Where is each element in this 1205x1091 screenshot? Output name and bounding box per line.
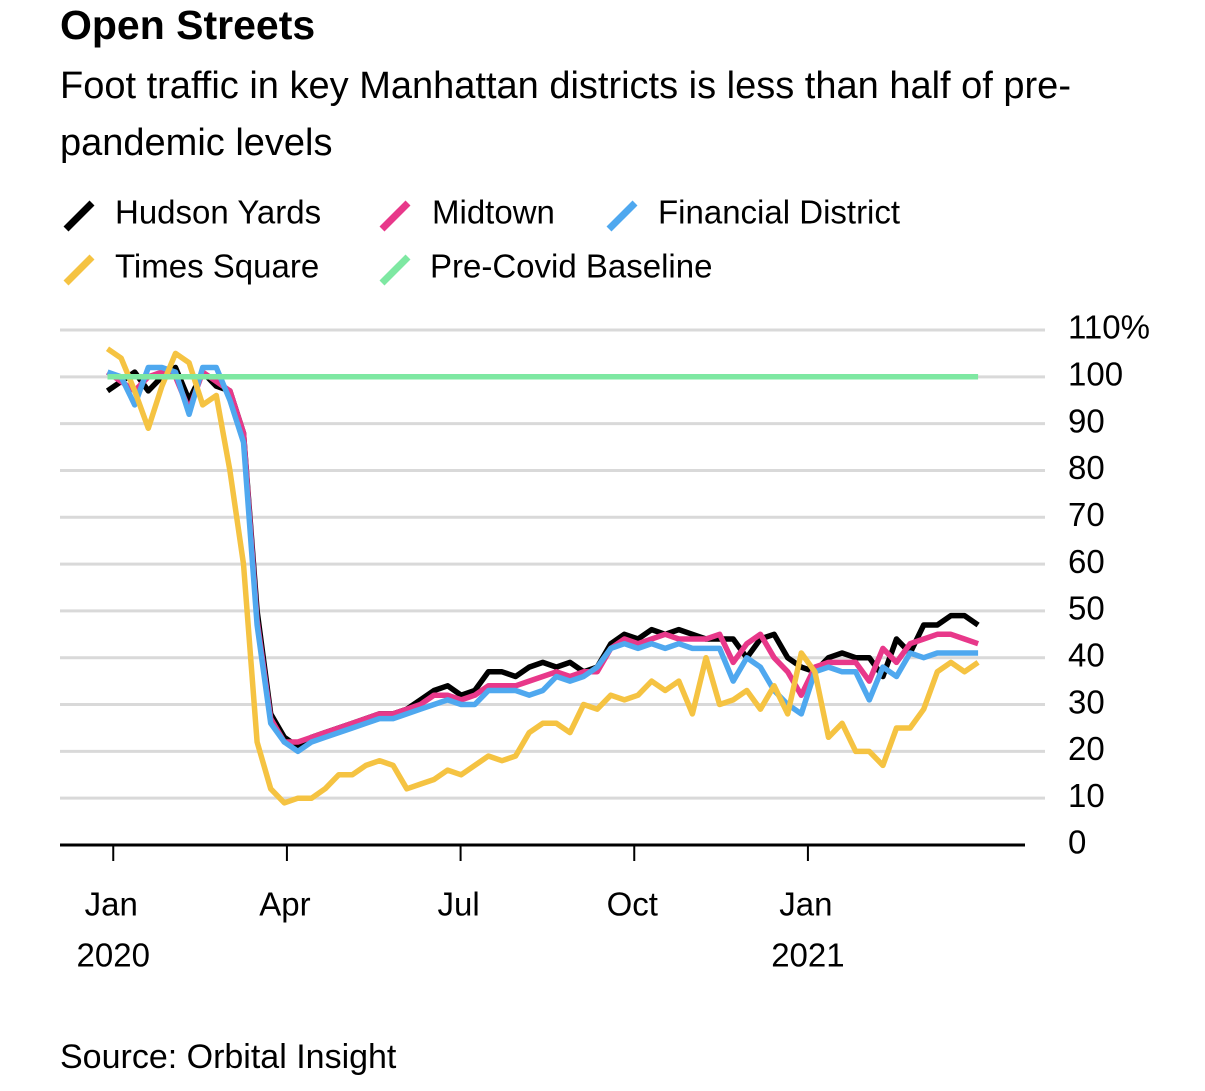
y-tick-label: 110%	[1068, 309, 1150, 346]
x-year-label: 2020	[77, 937, 150, 974]
y-tick-label: 80	[1068, 449, 1105, 486]
x-tick-label: Jul	[437, 886, 479, 923]
legend-label: Financial District	[658, 194, 900, 231]
x-tick-label: Jan	[779, 886, 832, 923]
legend-swatch	[379, 254, 411, 286]
chart-title: Open Streets	[60, 2, 316, 48]
legend-swatch	[63, 200, 95, 232]
y-tick-label: 40	[1068, 636, 1105, 673]
y-tick-label: 50	[1068, 590, 1105, 627]
x-year-label: 2021	[771, 937, 844, 974]
x-tick-label: Apr	[259, 886, 310, 923]
x-tick-label: Oct	[607, 886, 658, 923]
legend-label: Pre-Covid Baseline	[430, 248, 712, 285]
y-tick-label: 0	[1068, 824, 1086, 861]
series-line	[106, 364, 979, 755]
y-tick-label: 90	[1068, 402, 1105, 439]
y-tick-label: 70	[1068, 496, 1105, 533]
legend-swatch	[63, 254, 95, 286]
x-tick-label: Jan	[85, 886, 138, 923]
y-tick-label: 20	[1068, 730, 1105, 767]
legend-swatch	[379, 200, 411, 232]
legend-label: Midtown	[432, 194, 555, 231]
y-tick-label: 60	[1068, 543, 1105, 580]
legend-label: Times Square	[115, 248, 319, 285]
legend-swatch	[606, 200, 638, 232]
y-tick-label: 30	[1068, 683, 1105, 720]
series-line	[105, 346, 980, 806]
chart-subtitle: Foot traffic in key Manhattan districts …	[60, 65, 1071, 164]
legend-label: Hudson Yards	[115, 194, 321, 231]
source-note: Source: Orbital Insight	[60, 1038, 397, 1076]
y-tick-label: 100	[1068, 356, 1123, 393]
y-tick-label: 10	[1068, 777, 1105, 814]
